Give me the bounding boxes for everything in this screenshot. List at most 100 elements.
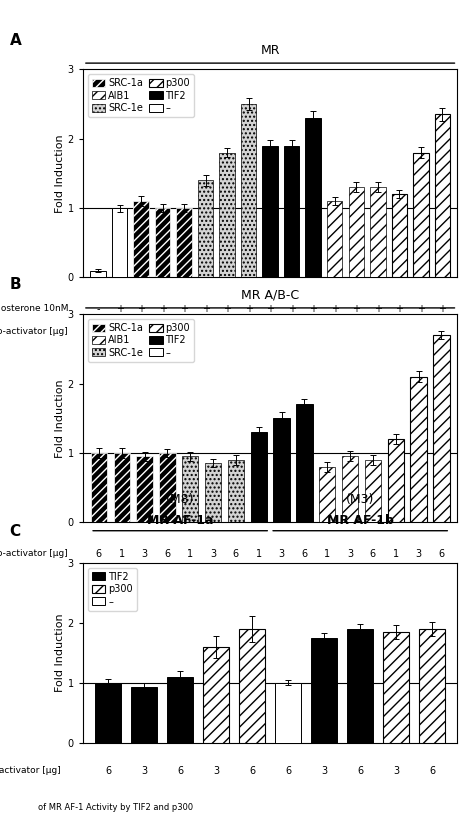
Text: 3: 3 — [289, 327, 295, 337]
Text: +: + — [245, 304, 253, 314]
Bar — [112, 208, 128, 277]
Bar — [347, 629, 373, 743]
Text: A: A — [9, 33, 21, 47]
Bar — [388, 439, 404, 522]
Text: 6: 6 — [177, 766, 183, 776]
Bar — [167, 676, 193, 743]
Text: 1: 1 — [202, 327, 209, 337]
Text: 1: 1 — [187, 549, 193, 559]
Text: +: + — [309, 304, 317, 314]
Text: MR AF-1b: MR AF-1b — [327, 514, 393, 527]
Text: -: - — [96, 304, 100, 314]
Bar — [275, 683, 301, 743]
Text: (M3): (M3) — [346, 493, 374, 506]
Text: 3: 3 — [213, 766, 219, 776]
Bar — [203, 647, 229, 743]
Text: +: + — [266, 304, 274, 314]
Y-axis label: Fold Induction: Fold Induction — [55, 134, 65, 213]
Text: co-activator [μg]: co-activator [μg] — [0, 327, 68, 336]
Text: +: + — [288, 304, 296, 314]
Text: 3: 3 — [279, 549, 285, 559]
Text: 1: 1 — [138, 327, 144, 337]
Text: MR: MR — [260, 44, 280, 57]
Text: 6: 6 — [375, 327, 381, 337]
Bar — [205, 463, 221, 522]
Bar — [348, 187, 364, 277]
Bar — [182, 456, 199, 522]
Text: 6: 6 — [164, 549, 171, 559]
Text: 3: 3 — [321, 766, 327, 776]
Text: 6: 6 — [285, 766, 291, 776]
Text: 3: 3 — [416, 549, 422, 559]
Y-axis label: Fold Induction: Fold Induction — [55, 614, 65, 692]
Text: 6: 6 — [96, 549, 102, 559]
Bar — [383, 632, 409, 743]
Text: 6: 6 — [95, 327, 101, 337]
Text: +: + — [438, 304, 447, 314]
Text: 1: 1 — [267, 327, 273, 337]
Legend: SRC-1a, AIB1, SRC-1e, p300, TIF2, –: SRC-1a, AIB1, SRC-1e, p300, TIF2, – — [88, 74, 194, 117]
Text: 1: 1 — [255, 549, 262, 559]
Legend: SRC-1a, AIB1, SRC-1e, p300, TIF2, –: SRC-1a, AIB1, SRC-1e, p300, TIF2, – — [88, 319, 194, 361]
Text: of MR AF-1 Activity by TIF2 and p300: of MR AF-1 Activity by TIF2 and p300 — [38, 803, 193, 812]
Bar — [90, 270, 106, 277]
Bar — [176, 208, 192, 277]
Bar — [228, 460, 244, 522]
Text: 6: 6 — [438, 549, 445, 559]
Text: 6: 6 — [357, 766, 363, 776]
Y-axis label: Fold Induction: Fold Induction — [55, 379, 65, 458]
Text: 6: 6 — [310, 327, 316, 337]
Bar — [296, 405, 313, 522]
Bar — [305, 118, 321, 277]
Bar — [133, 202, 149, 277]
Text: 6: 6 — [301, 549, 308, 559]
Text: 1: 1 — [118, 549, 125, 559]
Bar — [342, 456, 358, 522]
Text: +: + — [159, 304, 166, 314]
Bar — [392, 194, 407, 277]
Bar — [365, 460, 381, 522]
Text: 3: 3 — [142, 549, 148, 559]
Text: 3: 3 — [224, 327, 230, 337]
Bar — [413, 153, 428, 277]
Text: B: B — [9, 277, 21, 292]
Text: 6: 6 — [246, 327, 252, 337]
Text: +: + — [417, 304, 425, 314]
Text: +: + — [331, 304, 339, 314]
Text: +: + — [137, 304, 145, 314]
Text: 6: 6 — [439, 327, 446, 337]
Bar — [327, 202, 343, 277]
Text: +: + — [201, 304, 210, 314]
Text: 3: 3 — [393, 766, 399, 776]
Text: 6: 6 — [429, 766, 435, 776]
Text: +: + — [223, 304, 231, 314]
Bar — [241, 104, 256, 277]
Text: +: + — [374, 304, 382, 314]
Text: 1: 1 — [396, 327, 402, 337]
Text: +: + — [395, 304, 403, 314]
Text: co-activator [μg]: co-activator [μg] — [0, 549, 67, 558]
Bar — [155, 208, 170, 277]
Text: +: + — [352, 304, 360, 314]
Bar — [419, 629, 445, 743]
Bar — [319, 467, 336, 522]
Text: +: + — [116, 304, 124, 314]
Text: 3: 3 — [418, 327, 424, 337]
Text: 3: 3 — [160, 327, 165, 337]
Bar — [273, 419, 290, 522]
Text: aldosterone 10nM: aldosterone 10nM — [0, 304, 68, 313]
Bar — [137, 456, 153, 522]
Text: MR A/B-C: MR A/B-C — [241, 289, 299, 302]
Bar — [159, 453, 176, 522]
Text: 6: 6 — [249, 766, 255, 776]
Text: 6: 6 — [370, 549, 376, 559]
Text: 1: 1 — [324, 549, 330, 559]
Bar — [251, 432, 267, 522]
Text: C: C — [9, 524, 20, 539]
Text: 3: 3 — [347, 549, 353, 559]
Text: co-activator [μg]: co-activator [μg] — [0, 766, 61, 775]
Text: 6: 6 — [105, 766, 111, 776]
Text: +: + — [180, 304, 188, 314]
Bar — [114, 453, 130, 522]
Text: 6: 6 — [181, 327, 187, 337]
